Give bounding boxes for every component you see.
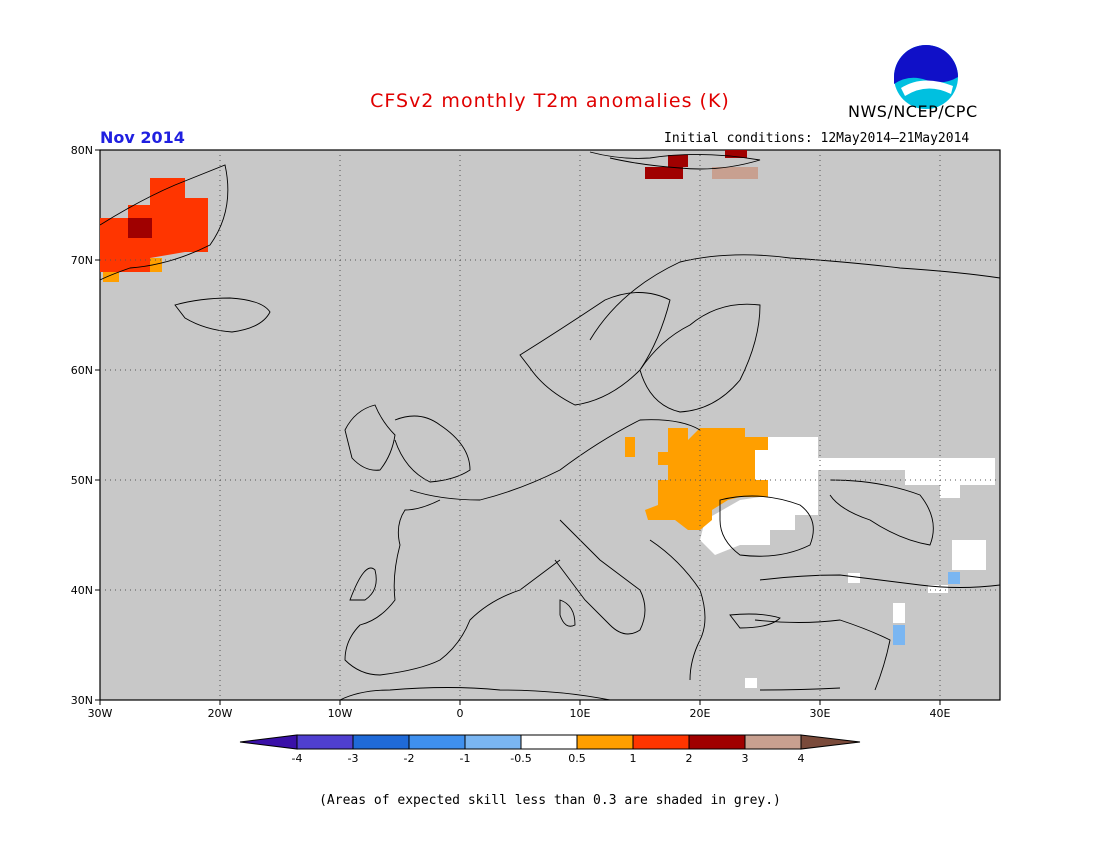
colorbar-label: -3 bbox=[348, 752, 359, 765]
anomaly-eastern-europe-white bbox=[700, 437, 995, 688]
colorbar-swatch bbox=[632, 734, 690, 750]
forecast-month: Nov 2014 bbox=[100, 128, 185, 147]
anomaly-poland-ukraine bbox=[625, 428, 768, 530]
skill-footnote: (Areas of expected skill less than 0.3 a… bbox=[319, 793, 781, 808]
coastlines bbox=[99, 151, 1001, 701]
lat-lon-grid bbox=[100, 150, 1000, 700]
colorbar-label: 3 bbox=[742, 752, 749, 765]
colorbar-label: 4 bbox=[798, 752, 805, 765]
lon-label: 10E bbox=[570, 707, 591, 720]
colorbar-swatch bbox=[520, 734, 578, 750]
chart-title: CFSv2 monthly T2m anomalies (K) bbox=[370, 90, 730, 112]
anomaly-svalbard bbox=[645, 150, 758, 179]
colorbar-label: -0.5 bbox=[510, 752, 531, 765]
lon-label: 30E bbox=[810, 707, 831, 720]
lon-label: 30W bbox=[88, 707, 113, 720]
lat-label: 80N bbox=[71, 144, 93, 157]
lat-label: 50N bbox=[71, 474, 93, 487]
lat-label: 30N bbox=[71, 694, 93, 707]
lat-label: 70N bbox=[71, 254, 93, 267]
colorbar bbox=[239, 734, 861, 750]
anomaly-negative bbox=[893, 572, 960, 645]
colorbar-swatch bbox=[408, 734, 466, 750]
anomaly-greenland bbox=[100, 178, 208, 282]
colorbar-swatch bbox=[688, 734, 746, 750]
lon-label: 20W bbox=[208, 707, 233, 720]
colorbar-swatch bbox=[352, 734, 410, 750]
lon-label: 10W bbox=[328, 707, 353, 720]
colorbar-swatch bbox=[464, 734, 522, 750]
colorbar-swatch bbox=[296, 734, 354, 750]
map-background bbox=[99, 149, 1001, 701]
colorbar-label: 1 bbox=[630, 752, 637, 765]
initial-conditions: Initial conditions: 12May2014–21May2014 bbox=[664, 131, 970, 146]
lat-label: 40N bbox=[71, 584, 93, 597]
lon-label: 0 bbox=[457, 707, 464, 720]
colorbar-label: -1 bbox=[460, 752, 471, 765]
colorbar-label: -2 bbox=[404, 752, 415, 765]
agency-label: NWS/NCEP/CPC bbox=[848, 102, 978, 121]
colorbar-low-arrow bbox=[239, 734, 298, 750]
colorbar-label: -4 bbox=[292, 752, 303, 765]
colorbar-label: 0.5 bbox=[568, 752, 586, 765]
colorbar-label: 2 bbox=[686, 752, 693, 765]
colorbar-high-arrow bbox=[800, 734, 861, 750]
noaa-logo bbox=[893, 44, 959, 110]
axis-ticks bbox=[95, 149, 941, 705]
colorbar-swatch bbox=[576, 734, 634, 750]
lat-label: 60N bbox=[71, 364, 93, 377]
lon-label: 40E bbox=[930, 707, 951, 720]
colorbar-swatch bbox=[744, 734, 802, 750]
lon-label: 20E bbox=[690, 707, 711, 720]
